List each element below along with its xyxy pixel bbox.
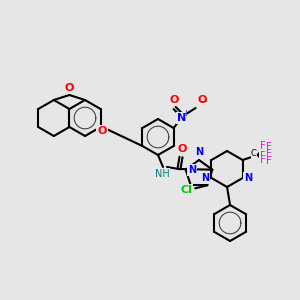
Text: O: O <box>65 83 74 93</box>
Text: O: O <box>97 126 106 136</box>
Text: F: F <box>260 141 265 151</box>
Text: N: N <box>177 113 186 123</box>
Text: F: F <box>266 149 271 159</box>
Text: C: C <box>251 149 256 158</box>
Text: +: + <box>182 110 189 118</box>
Text: N: N <box>201 173 209 183</box>
Text: −: − <box>200 97 208 107</box>
Text: N: N <box>195 147 203 157</box>
Text: N: N <box>188 165 196 175</box>
Text: Cl: Cl <box>180 185 192 195</box>
Text: O: O <box>177 144 187 154</box>
Text: F: F <box>260 155 265 165</box>
Text: F: F <box>260 148 265 158</box>
Text: N: N <box>244 173 252 183</box>
Text: F: F <box>266 156 271 166</box>
Text: F: F <box>266 142 271 152</box>
Text: O: O <box>170 95 179 105</box>
Text: O: O <box>198 95 207 105</box>
Text: NH: NH <box>154 169 169 179</box>
